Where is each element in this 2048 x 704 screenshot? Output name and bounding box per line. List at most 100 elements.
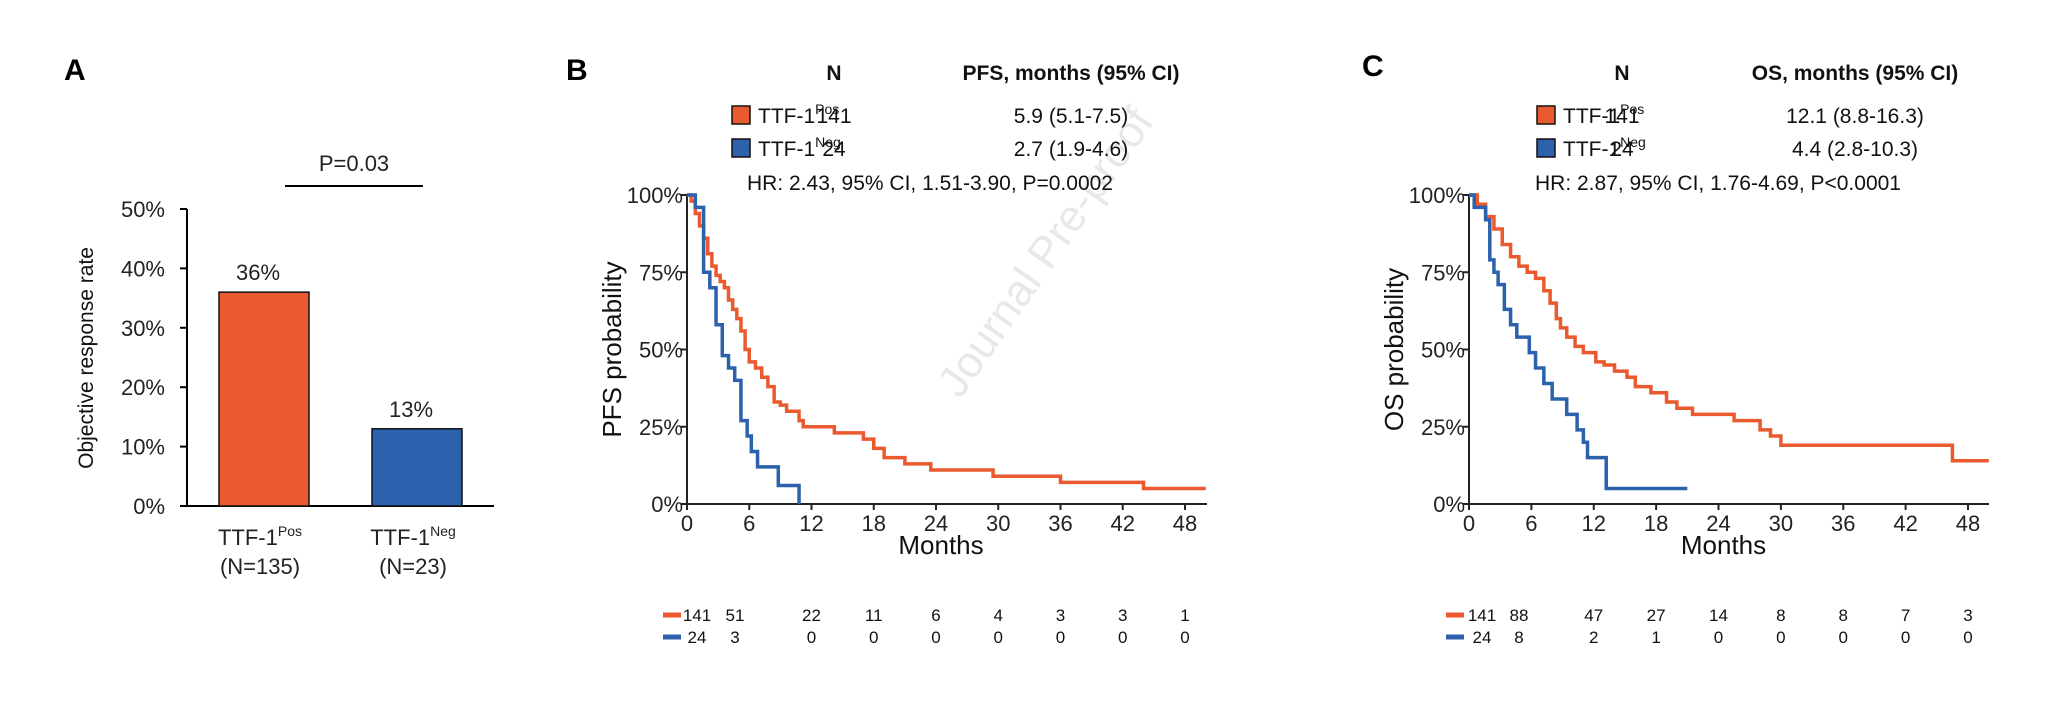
legend-swatch-pos	[731, 105, 751, 125]
y-tick-label: 25%	[639, 415, 683, 440]
x-category-n: (N=135)	[220, 554, 300, 579]
at-risk-count: 8	[1839, 606, 1848, 625]
at-risk-count: 2	[1589, 628, 1598, 647]
x-tick-label: 36	[1048, 511, 1072, 536]
legend-label: TTF-1Pos	[758, 101, 839, 128]
legend-label: TTF-1Pos	[1563, 101, 1644, 128]
at-risk-count: 0	[931, 628, 940, 647]
x-axis-label: Months	[1681, 530, 1766, 560]
table-header-n: N	[1614, 62, 1629, 85]
panel-b-pfs-km-chart: 0%25%50%75%100%0 6 12 18 24 30 36 42 48MonthsPFS…	[597, 62, 1207, 647]
at-risk-count: 47	[1584, 606, 1603, 625]
x-tick-label: 0	[1463, 511, 1475, 536]
y-tick-label: 100%	[627, 183, 683, 208]
km-curve-ttf1-pos	[1469, 193, 1989, 463]
table-header-metric: OS, months (95% CI)	[1752, 62, 1959, 85]
legend-swatch-neg	[1536, 138, 1556, 158]
at-risk-count: 3	[1963, 606, 1972, 625]
y-tick-label: 0%	[133, 494, 165, 519]
at-risk-count: 3	[730, 628, 739, 647]
y-tick-label: 0%	[1433, 492, 1465, 517]
x-category-label: TTF-1Neg	[370, 523, 456, 550]
legend-n: 141	[1604, 105, 1639, 128]
legend-n: 141	[816, 105, 851, 128]
at-risk-count: 24	[688, 628, 707, 647]
y-tick-label: 20%	[121, 375, 165, 400]
panel-letter-a: A	[64, 54, 86, 87]
x-tick-label: 42	[1111, 511, 1135, 536]
y-tick-label: 75%	[1421, 260, 1465, 285]
at-risk-count: 1	[1180, 606, 1189, 625]
at-risk-count: 0	[1901, 628, 1910, 647]
panel-a-bar-chart: 0% 10% 20% 30% 40% 50% Objective response rate…	[75, 151, 494, 579]
at-risk-count: 141	[1468, 606, 1496, 625]
x-tick-label: 36	[1831, 511, 1855, 536]
table-header-n: N	[826, 62, 841, 85]
x-tick-label: 30	[986, 511, 1010, 536]
legend-label: TTF-1Neg	[1563, 134, 1646, 161]
bar-data-label: 13%	[389, 397, 433, 422]
at-risk-count: 3	[1056, 606, 1065, 625]
km-curve-ttf1-neg	[1469, 193, 1688, 491]
legend-median: 5.9 (5.1-7.5)	[1014, 105, 1128, 128]
x-category-n: (N=23)	[379, 554, 447, 579]
x-tick-label: 6	[1525, 511, 1537, 536]
panel-letter-b: B	[566, 54, 588, 87]
legend-n: 24	[1610, 138, 1634, 161]
at-risk-count: 0	[1963, 628, 1972, 647]
x-tick-label: 48	[1956, 511, 1980, 536]
y-tick-label: 50%	[121, 197, 165, 222]
x-tick-label: 0	[681, 511, 693, 536]
panel-c-os-km-chart: 0%25%50%75%100%0 6 12 18 24 30 36 42 48MonthsOS …	[1379, 62, 1989, 647]
x-tick-label: 18	[1644, 511, 1668, 536]
at-risk-count: 141	[683, 606, 711, 625]
at-risk-count: 8	[1514, 628, 1523, 647]
p-value-annotation: P=0.03	[319, 151, 389, 176]
at-risk-count: 88	[1510, 606, 1529, 625]
x-tick-label: 12	[799, 511, 823, 536]
bar-ttf1-pos	[218, 291, 310, 507]
x-tick-label: 48	[1173, 511, 1197, 536]
at-risk-count: 27	[1647, 606, 1666, 625]
y-axis-label: PFS probability	[597, 261, 627, 437]
at-risk-count: 0	[1714, 628, 1723, 647]
y-tick-label: 0%	[651, 492, 683, 517]
at-risk-count: 3	[1118, 606, 1127, 625]
at-risk-count: 4	[994, 606, 1003, 625]
km-curve-ttf1-neg	[687, 193, 801, 504]
at-risk-count: 11	[865, 606, 883, 625]
x-tick-label: 18	[862, 511, 886, 536]
at-risk-count: 7	[1901, 606, 1910, 625]
at-risk-count: 8	[1776, 606, 1785, 625]
at-risk-count: 1	[1651, 628, 1660, 647]
at-risk-count: 0	[1180, 628, 1189, 647]
at-risk-count: 6	[931, 606, 940, 625]
y-tick-label: 100%	[1409, 183, 1465, 208]
y-tick-label: 30%	[121, 316, 165, 341]
legend-median: 12.1 (8.8-16.3)	[1786, 105, 1924, 128]
x-tick-label: 30	[1769, 511, 1793, 536]
y-tick-label: 40%	[121, 256, 165, 281]
y-tick-label: 50%	[1421, 338, 1465, 363]
x-tick-label: 24	[924, 511, 948, 536]
table-header-metric: PFS, months (95% CI)	[962, 62, 1179, 85]
at-risk-count: 0	[1839, 628, 1848, 647]
bar-ttf1-neg	[371, 428, 463, 507]
y-axis-label: OS probability	[1379, 268, 1409, 431]
at-risk-count: 0	[807, 628, 816, 647]
at-risk-count: 24	[1473, 628, 1492, 647]
at-risk-count: 51	[726, 606, 745, 625]
at-risk-count: 0	[1118, 628, 1127, 647]
km-curve-ttf1-pos	[687, 193, 1206, 491]
legend-swatch-pos	[1536, 105, 1556, 125]
at-risk-count: 0	[1776, 628, 1785, 647]
y-tick-label: 10%	[121, 435, 165, 460]
legend-swatch-neg	[731, 138, 751, 158]
legend-median: 4.4 (2.8-10.3)	[1792, 138, 1918, 161]
x-axis-label: Months	[898, 530, 983, 560]
at-risk-count: 0	[994, 628, 1003, 647]
x-tick-label: 24	[1706, 511, 1730, 536]
at-risk-count: 14	[1709, 606, 1728, 625]
y-axis-label: Objective response rate	[75, 247, 98, 469]
